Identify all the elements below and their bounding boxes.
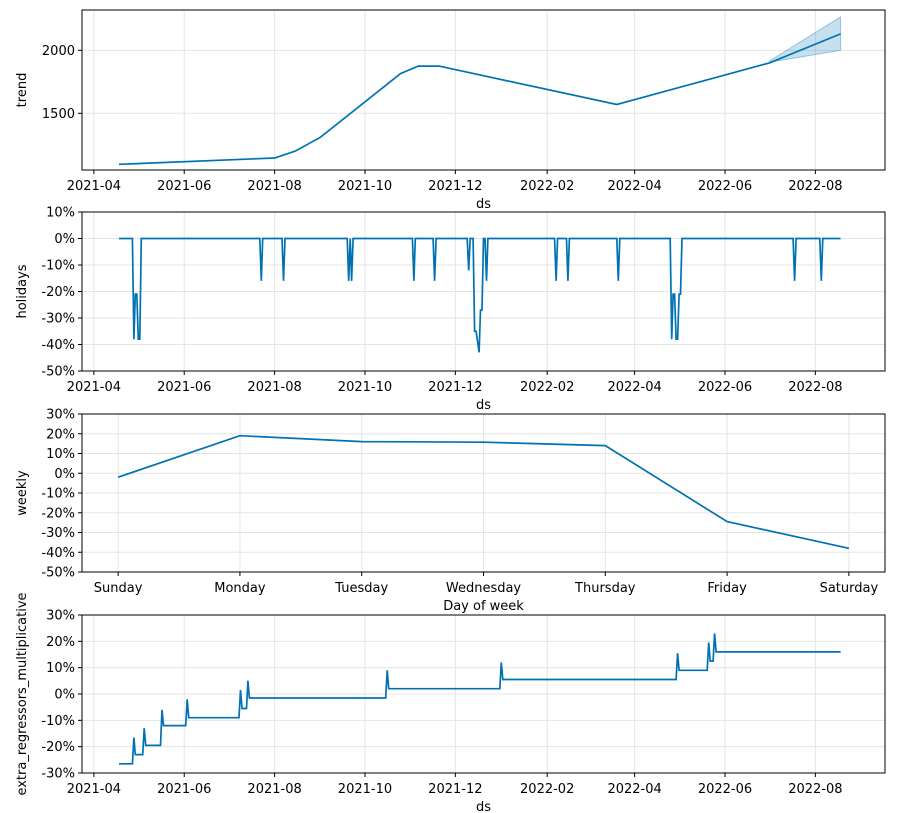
y-tick-label: -10% <box>41 487 75 502</box>
y-tick-label: -10% <box>41 259 75 274</box>
y-tick-label: 0% <box>54 467 75 482</box>
y-tick-label: -30% <box>41 526 75 541</box>
x-tick-label: 2022-02 <box>520 179 574 194</box>
y-tick-label: 30% <box>46 609 75 624</box>
x-tick-label: Saturday <box>820 581 879 596</box>
x-tick-label: 2022-06 <box>698 179 752 194</box>
x-tick-label: Sunday <box>94 581 143 596</box>
x-tick-label: 2021-12 <box>428 380 482 395</box>
x-tick-label: 2022-02 <box>520 782 574 797</box>
series-line <box>119 237 841 353</box>
series-line <box>118 33 841 166</box>
x-tick-label: 2022-06 <box>698 782 752 797</box>
x-tick-label: Thursday <box>574 581 636 596</box>
plot-frame <box>81 9 886 171</box>
y-tick-label: -20% <box>41 285 75 300</box>
x-tick-label: 2022-04 <box>607 380 661 395</box>
x-tick-label: 2021-10 <box>338 782 392 797</box>
x-tick-label: 2021-04 <box>67 782 121 797</box>
y-tick-label: 30% <box>46 408 75 423</box>
y-axis-label: extra_regressors_multiplicative <box>15 592 30 795</box>
panel-2: -50% -40% -30% -20% -10% 0% 10% 2021-04 2021-06 2… <box>15 206 886 413</box>
y-tick-label: 1500 <box>42 107 75 122</box>
y-tick-label: 2000 <box>42 44 75 59</box>
x-tick-label: 2022-04 <box>607 782 661 797</box>
y-tick-label: 0% <box>54 232 75 247</box>
y-tick-label: 20% <box>46 427 75 442</box>
x-axis-label: Day of week <box>443 599 524 614</box>
series-line <box>119 633 841 765</box>
y-tick-label: 10% <box>46 447 75 462</box>
x-tick-label: 2021-04 <box>67 380 121 395</box>
y-tick-label: 20% <box>46 635 75 650</box>
x-tick-label: 2022-04 <box>607 179 661 194</box>
x-tick-label: 2022-08 <box>788 380 842 395</box>
y-tick-label: -20% <box>41 740 75 755</box>
y-tick-label: -30% <box>41 312 75 327</box>
x-tick-label: 2021-06 <box>157 782 211 797</box>
y-tick-label: 10% <box>46 661 75 676</box>
x-tick-label: 2022-08 <box>788 782 842 797</box>
y-tick-label: -40% <box>41 546 75 561</box>
y-tick-label: 0% <box>54 688 75 703</box>
x-axis-label: ds <box>476 800 491 813</box>
x-tick-label: Monday <box>214 581 266 596</box>
y-axis-label: trend <box>15 73 30 108</box>
x-tick-label: Wednesday <box>446 581 522 596</box>
y-tick-label: -50% <box>41 365 75 380</box>
x-tick-label: 2021-06 <box>157 179 211 194</box>
y-tick-label: -20% <box>41 506 75 521</box>
x-tick-label: 2022-02 <box>520 380 574 395</box>
panel-4: -30% -20% -10% 0% 10% 20% 30% 2021-04 2021-06 202… <box>15 592 886 813</box>
panel-1: 1500 2000 2021-04 2021-06 2021-08 2021-10 2021… <box>15 9 886 212</box>
y-tick-label: -50% <box>41 566 75 581</box>
x-tick-label: 2021-12 <box>428 179 482 194</box>
x-tick-label: 2022-06 <box>698 380 752 395</box>
x-tick-label: Friday <box>707 581 747 596</box>
x-tick-label: 2022-08 <box>788 179 842 194</box>
x-tick-label: 2021-10 <box>338 179 392 194</box>
x-tick-label: 2021-08 <box>247 179 301 194</box>
y-tick-label: -40% <box>41 338 75 353</box>
x-tick-label: 2021-12 <box>428 782 482 797</box>
x-tick-label: 2021-10 <box>338 380 392 395</box>
x-axis-label: ds <box>476 197 491 212</box>
x-tick-label: 2021-08 <box>247 782 301 797</box>
x-axis-label: ds <box>476 398 491 413</box>
x-tick-label: 2021-08 <box>247 380 301 395</box>
y-tick-label: 10% <box>46 206 75 221</box>
y-tick-label: -10% <box>41 714 75 729</box>
x-tick-label: 2021-04 <box>67 179 121 194</box>
series-line <box>117 434 850 550</box>
uncertainty-band <box>768 16 842 63</box>
x-tick-label: 2021-06 <box>157 380 211 395</box>
panel-3: -50% -40% -30% -20% -10% 0% 10% 20% 30% Sunday Mon… <box>15 408 886 614</box>
y-tick-label: -30% <box>41 767 75 782</box>
y-axis-label: holidays <box>15 264 30 318</box>
x-tick-label: Tuesday <box>334 581 388 596</box>
y-axis-label: weekly <box>15 470 30 516</box>
